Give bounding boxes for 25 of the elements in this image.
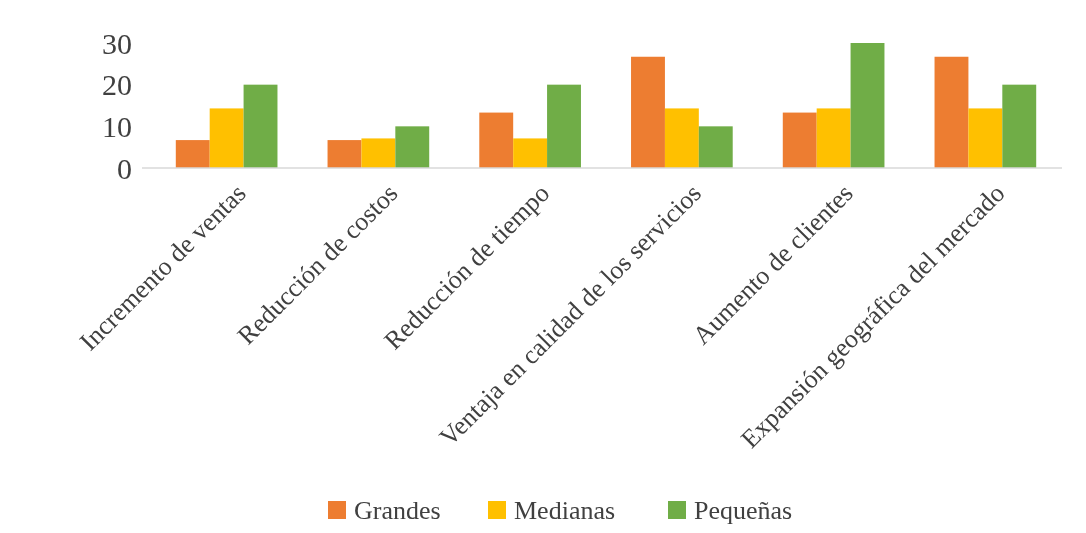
bar (934, 56, 969, 168)
bar (175, 140, 210, 168)
bar (327, 140, 362, 168)
y-tick-label: 0 (117, 151, 132, 185)
bar (631, 56, 665, 168)
legend-label: Medianas (514, 496, 616, 526)
bar (816, 108, 851, 168)
bar (664, 108, 699, 168)
bar (395, 126, 430, 168)
bar (968, 108, 1003, 168)
bar (513, 138, 548, 168)
bar (243, 84, 278, 168)
bar (479, 112, 514, 168)
legend-label: Pequeñas (694, 496, 793, 526)
bar (850, 43, 885, 168)
bar (698, 126, 733, 168)
y-tick-label: 20 (102, 68, 132, 102)
bar (209, 108, 244, 168)
legend-label: Grandes (354, 496, 441, 526)
bar (361, 138, 396, 168)
bar (547, 84, 581, 168)
y-tick-label: 10 (102, 109, 132, 143)
y-tick-label: 30 (102, 26, 132, 60)
bar (1002, 84, 1037, 168)
bar (782, 112, 817, 168)
